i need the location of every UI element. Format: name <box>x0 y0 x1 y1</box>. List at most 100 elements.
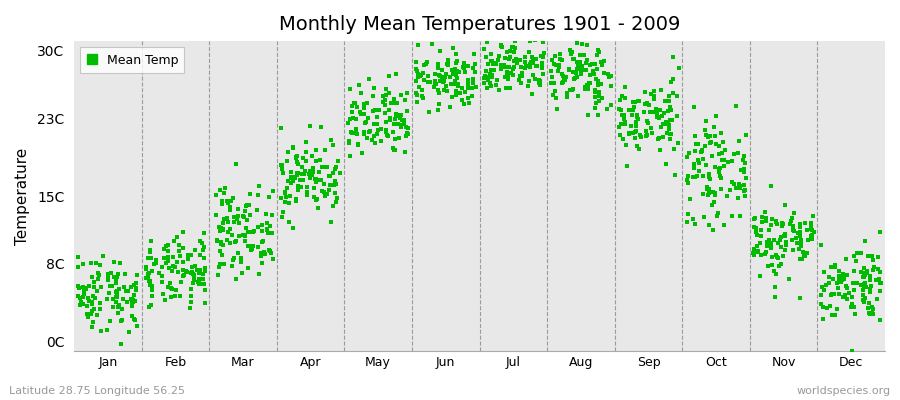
Point <box>724 213 739 219</box>
Point <box>348 130 363 137</box>
Point <box>794 237 808 243</box>
Point <box>432 90 446 97</box>
Point <box>480 31 494 37</box>
Point <box>90 312 104 318</box>
Point <box>255 260 269 266</box>
Point <box>468 61 482 67</box>
Point <box>716 139 731 145</box>
Point <box>84 260 98 266</box>
Point <box>527 76 542 83</box>
Point <box>439 82 454 89</box>
Point <box>593 80 608 87</box>
Point <box>160 247 175 254</box>
Point <box>289 154 303 160</box>
Point <box>863 311 878 318</box>
Point <box>524 59 538 65</box>
Point <box>837 276 851 282</box>
Point <box>467 51 482 57</box>
Point <box>715 175 729 182</box>
Point <box>816 316 831 322</box>
Point <box>91 276 105 282</box>
Point <box>749 225 763 232</box>
Point <box>386 145 400 152</box>
Point <box>570 66 584 72</box>
Point <box>284 174 298 180</box>
Point <box>220 237 234 243</box>
Point <box>747 246 761 252</box>
Point <box>227 219 241 226</box>
Point <box>734 167 748 174</box>
Point <box>702 190 716 196</box>
Point <box>93 262 107 268</box>
Point <box>579 67 593 74</box>
Point <box>860 305 875 312</box>
Point <box>100 327 114 333</box>
Point <box>370 121 384 127</box>
Point <box>256 249 271 255</box>
Point <box>765 262 779 268</box>
Point <box>119 288 133 294</box>
Point <box>844 301 859 308</box>
Point <box>328 166 342 172</box>
Point <box>410 42 425 48</box>
Point <box>732 138 746 144</box>
Point <box>371 127 385 134</box>
Point <box>580 112 595 118</box>
Point <box>190 266 204 273</box>
Point <box>698 126 712 133</box>
Point <box>640 117 654 124</box>
Point <box>145 287 159 293</box>
Point <box>861 310 876 316</box>
Point <box>747 251 761 258</box>
Point <box>193 267 207 273</box>
Point <box>184 298 198 305</box>
Point <box>441 59 455 65</box>
Point <box>258 211 273 217</box>
Point <box>214 239 229 245</box>
Point <box>716 150 730 156</box>
Point <box>289 155 303 161</box>
Point <box>225 263 239 270</box>
Point <box>866 266 880 273</box>
Point <box>594 95 608 102</box>
Point <box>100 296 114 302</box>
Point <box>74 299 88 305</box>
Point <box>379 118 393 125</box>
Point <box>130 323 145 330</box>
Point <box>535 62 549 68</box>
Point <box>181 252 195 258</box>
Point <box>854 269 868 276</box>
Point <box>736 157 751 164</box>
Point <box>764 240 778 247</box>
Point <box>262 247 276 253</box>
Point <box>446 71 460 78</box>
Point <box>290 158 304 165</box>
Point <box>680 177 695 184</box>
Point <box>310 196 324 203</box>
Point <box>866 310 880 317</box>
Point <box>111 270 125 277</box>
Point <box>395 116 410 123</box>
Point <box>308 176 322 182</box>
Point <box>172 242 186 248</box>
Point <box>526 58 540 64</box>
Point <box>430 87 445 93</box>
Point <box>863 277 878 283</box>
Point <box>647 109 662 115</box>
Point <box>839 283 853 290</box>
Point <box>350 142 365 148</box>
Point <box>785 214 799 221</box>
Point <box>198 265 212 271</box>
Point <box>824 312 839 318</box>
Point <box>479 54 493 60</box>
Point <box>124 300 139 306</box>
Point <box>313 176 328 183</box>
Point <box>529 63 544 69</box>
Point <box>633 132 647 138</box>
Point <box>532 82 546 88</box>
Point <box>140 274 155 280</box>
Point <box>110 294 124 300</box>
Point <box>86 292 100 299</box>
Point <box>359 100 374 106</box>
Point <box>793 229 807 235</box>
